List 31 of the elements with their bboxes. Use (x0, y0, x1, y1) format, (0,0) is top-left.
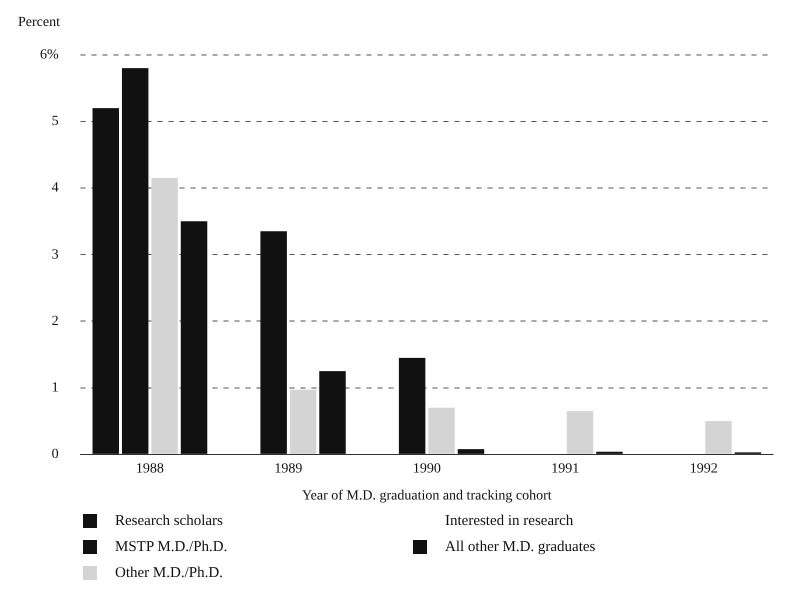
y-tick-label: 4 (52, 180, 59, 196)
bar (319, 371, 346, 454)
legend-label: All other M.D. graduates (445, 538, 596, 556)
x-tick-label: 1988 (136, 461, 164, 476)
legend-title: Interested in research (444, 512, 574, 530)
x-tick-label: 1991 (551, 461, 580, 476)
y-tick-label: 6% (40, 47, 59, 62)
x-tick-label: 1990 (412, 461, 441, 476)
x-tick-label: 1989 (274, 461, 302, 476)
bar (92, 108, 119, 454)
legend-label: Other M.D./Ph.D. (115, 564, 223, 582)
legend-label: MSTP M.D./Ph.D. (115, 538, 228, 556)
bar (151, 178, 178, 454)
y-tick-label: 5 (52, 114, 59, 130)
y-tick-label: 1 (52, 380, 59, 396)
y-tick-label: 2 (52, 314, 59, 329)
legend-label: Research scholars (115, 512, 223, 530)
x-axis-title: Year of M.D. graduation and tracking cohort (302, 488, 552, 504)
y-axis-title: Percent (18, 15, 60, 30)
bar (428, 408, 455, 454)
y-tick-label: 3 (52, 247, 59, 262)
x-tick-label: 1992 (690, 461, 718, 476)
bar (180, 221, 208, 454)
bar (398, 358, 426, 454)
bar (705, 421, 732, 454)
bar (290, 390, 316, 454)
bar (458, 449, 484, 454)
bar (260, 231, 287, 454)
y-tick-label: 0 (52, 447, 59, 462)
bar (566, 411, 594, 454)
bar (122, 68, 148, 454)
